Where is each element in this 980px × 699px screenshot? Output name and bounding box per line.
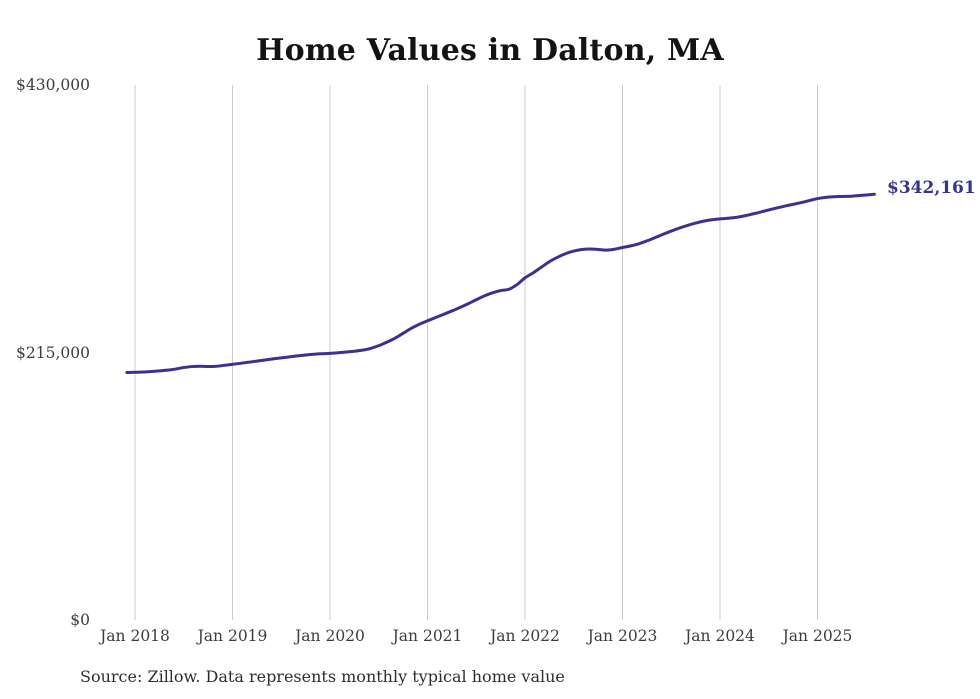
x-tick-label: Jan 2025: [782, 627, 853, 645]
chart-title: Home Values in Dalton, MA: [256, 33, 724, 68]
x-tick-label: Jan 2024: [685, 627, 755, 645]
latest-value-label: $342,161: [887, 178, 976, 198]
gridlines: [134, 85, 818, 620]
x-tick-label: Jan 2018: [100, 627, 170, 645]
y-tick-label: $215,000: [16, 343, 90, 362]
source-note: Source: Zillow. Data represents monthly …: [80, 667, 565, 686]
x-tick-label: Jan 2019: [197, 627, 268, 645]
y-tick-label: $430,000: [16, 76, 90, 94]
x-tick-label: Jan 2020: [295, 627, 365, 645]
x-tick-label: Jan 2023: [587, 627, 658, 645]
y-tick-label: $0: [70, 611, 90, 629]
x-tick-label: Jan 2022: [490, 627, 560, 645]
home-value-line: [125, 192, 876, 375]
x-tick-label: Jan 2021: [392, 627, 463, 645]
